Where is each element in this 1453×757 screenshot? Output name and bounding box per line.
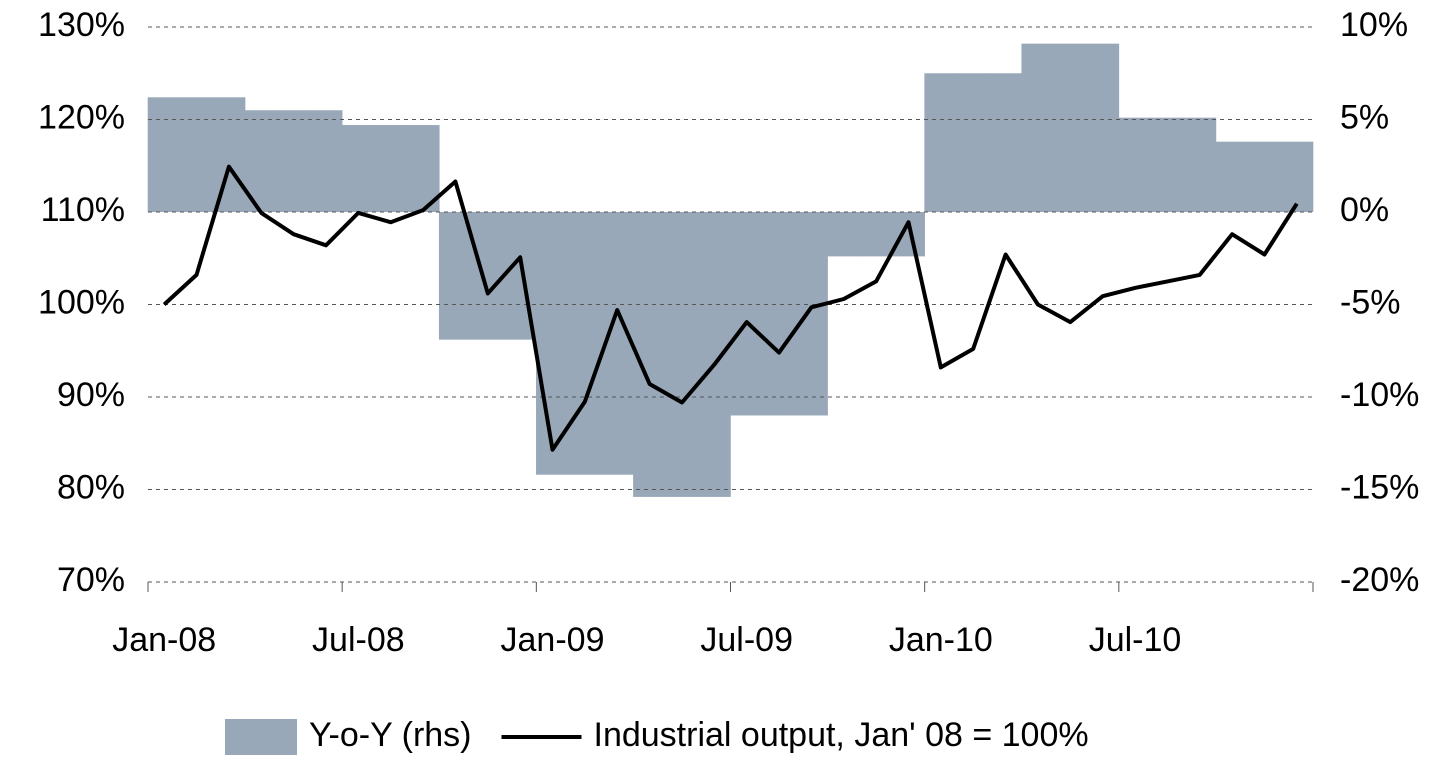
y-tick-label: 100% (38, 283, 125, 321)
bar (730, 212, 764, 416)
bar (1053, 43, 1087, 213)
y-tick-label: 90% (57, 376, 125, 414)
bar (147, 97, 181, 212)
bar (1280, 141, 1314, 212)
x-tick-label: Jan-09 (501, 621, 605, 659)
bar (212, 97, 246, 212)
bar (794, 212, 828, 416)
bar (341, 125, 375, 212)
line (162, 164, 1299, 452)
y2-tick-label: -20% (1340, 561, 1419, 599)
bar (277, 110, 311, 212)
bar (827, 212, 861, 257)
y2-tick-label: 10% (1340, 6, 1408, 44)
bar (892, 212, 925, 257)
bar (1247, 141, 1281, 212)
y-tick-label: 110% (41, 191, 125, 229)
bar (1215, 141, 1249, 212)
x-tick-label: Jul-09 (700, 621, 793, 659)
bar (1118, 117, 1152, 212)
x-tick-label: Jul-08 (312, 621, 405, 659)
y2-tick-label: 0% (1340, 191, 1389, 229)
bar (406, 125, 440, 212)
bar (859, 212, 893, 257)
y-tick-label: 80% (57, 468, 125, 506)
bar (665, 212, 699, 497)
y-tick-label: 130% (38, 6, 125, 44)
bar (180, 97, 214, 212)
bar (309, 110, 343, 212)
y2-tick-label: 5% (1340, 98, 1389, 136)
bar (1150, 117, 1184, 212)
x-tick-label: Jan-10 (889, 621, 993, 659)
bar (762, 212, 796, 416)
bar (1086, 43, 1120, 213)
bar (374, 125, 408, 212)
y2-tick-label: -10% (1340, 376, 1419, 414)
y-tick-label: 70% (57, 561, 125, 599)
bar (989, 73, 1023, 212)
bar (924, 73, 958, 212)
y2-tick-label: -15% (1340, 468, 1419, 506)
bar (1183, 117, 1217, 212)
x-tick-label: Jul-10 (1089, 621, 1182, 659)
legend-label: Y-o-Y (rhs) (309, 716, 472, 754)
bar (471, 212, 505, 340)
y-tick-label: 120% (38, 98, 125, 136)
y2-tick-label: -5% (1340, 283, 1400, 321)
legend-swatch (225, 719, 297, 755)
legend-label: Industrial output, Jan' 08 = 100% (594, 716, 1089, 754)
bar (956, 73, 990, 212)
bar (1021, 43, 1055, 213)
bar (697, 212, 731, 497)
bar (568, 212, 602, 475)
bar (438, 212, 472, 340)
x-tick-label: Jan-08 (112, 621, 216, 659)
